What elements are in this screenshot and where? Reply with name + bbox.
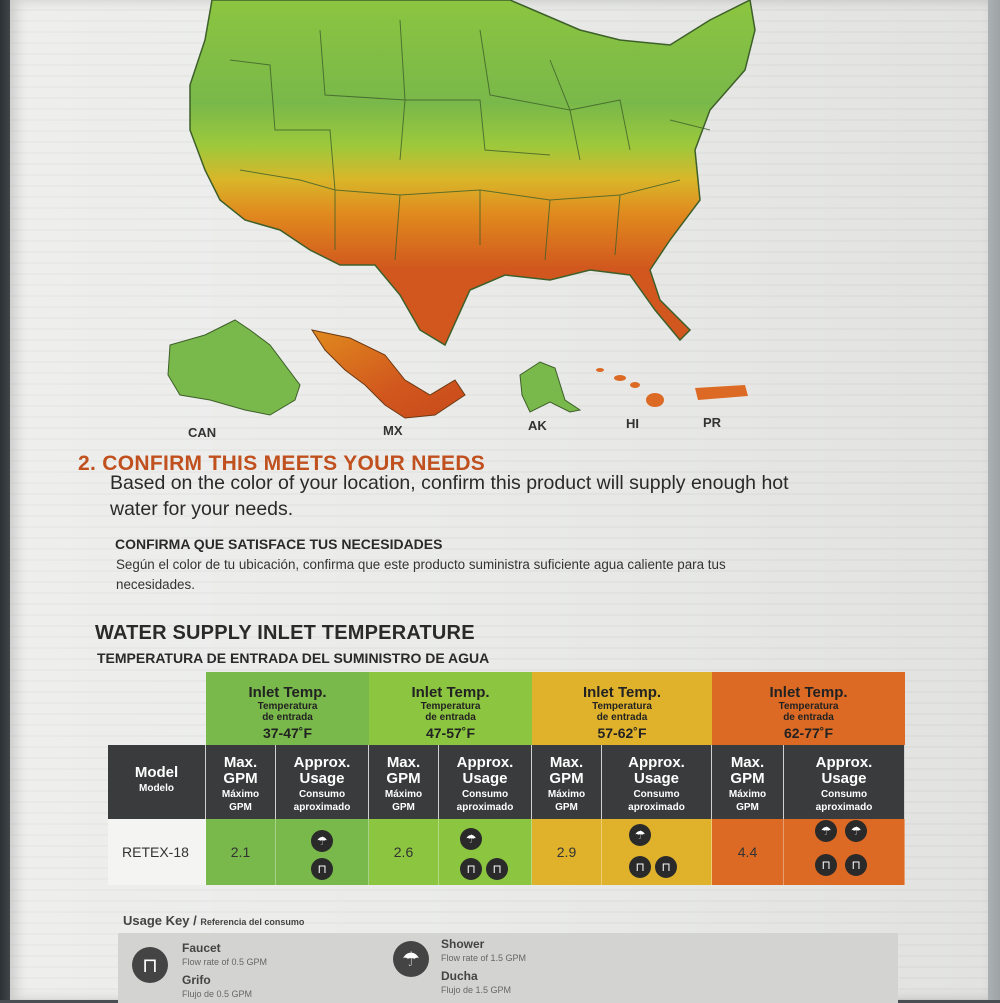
hawaii-shape [596,368,664,407]
canada-shape [167,319,301,416]
header-max-gpm-4: Max. GPM Máximo GPM [712,745,784,819]
header-usage-3: Approx. Usage Consumo aproximado [602,745,712,819]
header-usage-2: Approx. Usage Consumo aproximado [439,745,532,819]
gpm-cell-3: 2.9 [532,819,602,885]
temperature-zone-map [167,0,756,419]
shower-icon: ☂ [460,828,482,850]
us-mainland-shape [189,0,756,347]
puerto-rico-shape [695,385,748,400]
header-max-gpm-1: Max. GPM Máximo GPM [206,745,276,819]
section-heading: 2. CONFIRM THIS MEETS YOUR NEEDS [78,452,486,475]
inlet-temperature-table: Inlet Temp. Temperatura de entrada 37-47… [108,672,905,887]
alaska-shape [519,361,582,413]
faucet-icon: ⊓ [655,856,677,878]
shower-icon: ☂ [393,941,429,977]
header-usage-4: Approx. Usage Consumo aproximado [784,745,905,819]
faucet-desc-es: Flujo de 0.5 GPM [182,989,253,999]
usage-cell-2 [439,819,532,885]
section-body-es: Según el color de tu ubicación, confirma… [116,557,726,592]
gpm-cell-4: 4.4 [712,819,784,885]
faucet-icon: ⊓ [132,947,168,983]
shower-icon: ☂ [629,824,651,846]
usage-cell-3 [602,819,712,885]
label-hi: HI [626,416,639,431]
label-can: CAN [188,425,217,440]
band-1: Inlet Temp. Temperatura de entrada 37-47… [206,672,369,745]
faucet-icon: ⊓ [460,858,482,880]
label-mx: MX [383,423,403,438]
table-title: WATER SUPPLY INLET TEMPERATURE [95,622,475,644]
shower-desc: Flow rate of 1.5 GPM [441,953,527,963]
shower-desc-es: Flujo de 1.5 GPM [441,985,512,995]
faucet-desc: Flow rate of 0.5 GPM [182,957,268,967]
shower-name: Shower [441,937,485,951]
label-pr: PR [703,415,722,430]
header-max-gpm-3: Max. GPM Máximo GPM [532,745,602,819]
faucet-icon: ⊓ [845,854,867,876]
band-3: Inlet Temp. Temperatura de entrada 57-62… [532,672,712,745]
shower-name-es: Ducha [441,969,478,983]
faucet-icon: ⊓ [815,854,837,876]
header-usage-1: Approx. Usage Consumo aproximado [276,745,369,819]
band-2: Inlet Temp. Temperatura de entrada 47-57… [369,672,532,745]
header-model: Model Modelo [108,745,206,819]
faucet-icon: ⊓ [311,858,333,880]
gpm-cell-1: 2.1 [206,819,276,885]
label-ak: AK [528,418,547,433]
section-heading-es: CONFIRMA QUE SATISFACE TUS NECESIDADES [115,536,443,552]
faucet-icon: ⊓ [629,856,651,878]
shower-icon: ☂ [815,820,837,842]
band-4: Inlet Temp. Temperatura de entrada 62-77… [712,672,905,745]
usage-key-title: Usage Key / Referencia del consumo [123,913,305,928]
shower-icon: ☂ [845,820,867,842]
mexico-shape [310,329,466,419]
shower-icon: ☂ [311,830,333,852]
table-subtitle: TEMPERATURA DE ENTRADA DEL SUMINISTRO DE… [97,650,490,666]
header-max-gpm-2: Max. GPM Máximo GPM [369,745,439,819]
faucet-name: Faucet [182,941,221,955]
faucet-name-es: Grifo [182,973,211,987]
gpm-cell-2: 2.6 [369,819,439,885]
section-body-en: Based on the color of your location, con… [110,472,789,520]
usage-key-box: ⊓ Faucet Flow rate of 0.5 GPM Grifo Fluj… [118,933,898,1003]
faucet-icon: ⊓ [486,858,508,880]
usage-key: Usage Key / Referencia del consumo ⊓ Fau… [118,905,898,1003]
model-cell: RETEX-18 [108,819,206,885]
usage-cell-4 [784,819,905,885]
